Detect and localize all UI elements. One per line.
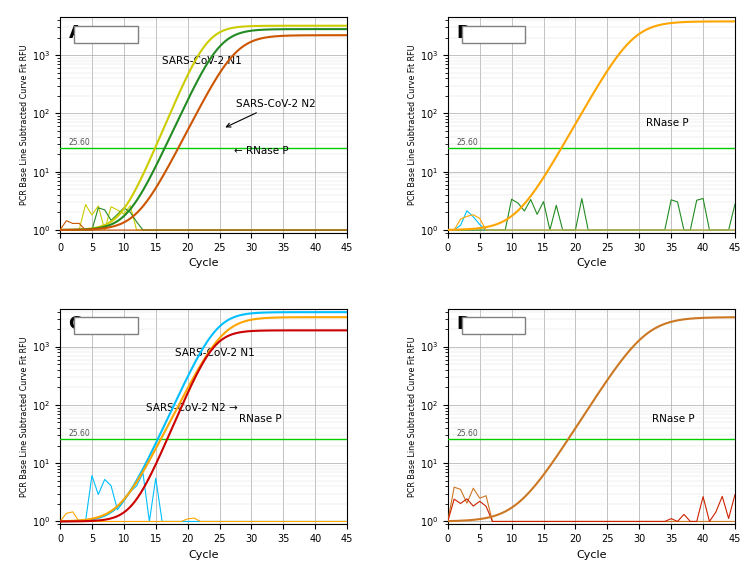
Text: 25.60: 25.60 [68,138,90,146]
Text: 25.60: 25.60 [457,138,478,146]
FancyBboxPatch shape [74,317,137,335]
FancyBboxPatch shape [462,317,525,335]
X-axis label: Cycle: Cycle [188,258,219,268]
Y-axis label: PCR Base Line Subtracted Curve Fit RFU: PCR Base Line Subtracted Curve Fit RFU [20,336,29,497]
X-axis label: Cycle: Cycle [576,258,607,268]
Text: SARS-CoV-2 N2 →: SARS-CoV-2 N2 → [146,402,238,413]
Text: RNase P: RNase P [652,414,694,425]
Text: C: C [68,315,82,333]
Text: 25.60: 25.60 [457,429,478,438]
Y-axis label: PCR Base Line Subtracted Curve Fit RFU: PCR Base Line Subtracted Curve Fit RFU [408,44,417,205]
Text: A: A [68,23,82,42]
Text: ← RNase P: ← RNase P [233,146,288,156]
Y-axis label: PCR Base Line Subtracted Curve Fit RFU: PCR Base Line Subtracted Curve Fit RFU [20,44,29,205]
Text: SARS-CoV-2 N2: SARS-CoV-2 N2 [226,99,315,127]
Text: D: D [457,315,472,333]
Text: SARS-CoV-2 N1: SARS-CoV-2 N1 [162,56,242,66]
Text: B: B [457,23,470,42]
Text: 25.60: 25.60 [68,429,90,438]
FancyBboxPatch shape [462,26,525,43]
Text: RNase P: RNase P [646,119,688,128]
FancyBboxPatch shape [74,26,137,43]
Text: SARS-CoV-2 N1: SARS-CoV-2 N1 [175,348,255,357]
X-axis label: Cycle: Cycle [188,549,219,560]
Text: RNase P: RNase P [238,414,281,425]
Y-axis label: PCR Base Line Subtracted Curve Fit RFU: PCR Base Line Subtracted Curve Fit RFU [408,336,417,497]
X-axis label: Cycle: Cycle [576,549,607,560]
